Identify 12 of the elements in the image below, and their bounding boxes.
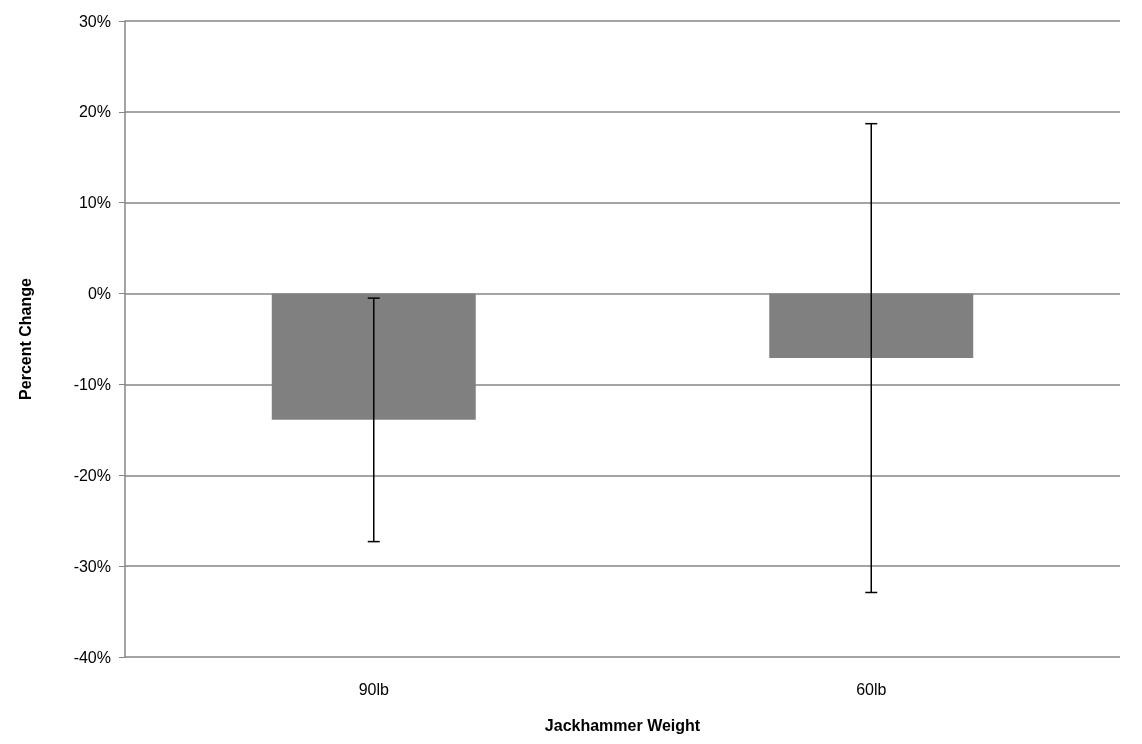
y-tick-label: 0% <box>87 285 111 303</box>
y-tick-label: -20% <box>73 466 111 484</box>
x-tick-label: 60lb <box>856 680 887 698</box>
y-tick-label: -30% <box>73 557 111 575</box>
y-tick-label: 20% <box>78 103 111 121</box>
y-tick-label: -40% <box>73 648 111 666</box>
x-tick-label: 90lb <box>358 680 389 698</box>
y-tick-label: -10% <box>73 375 111 393</box>
y-tick-label: 30% <box>78 12 111 30</box>
y-axis-title: Percent Change <box>16 277 34 400</box>
x-axis-title: Jackhammer Weight <box>544 716 701 734</box>
y-tick-label: 10% <box>78 194 111 212</box>
